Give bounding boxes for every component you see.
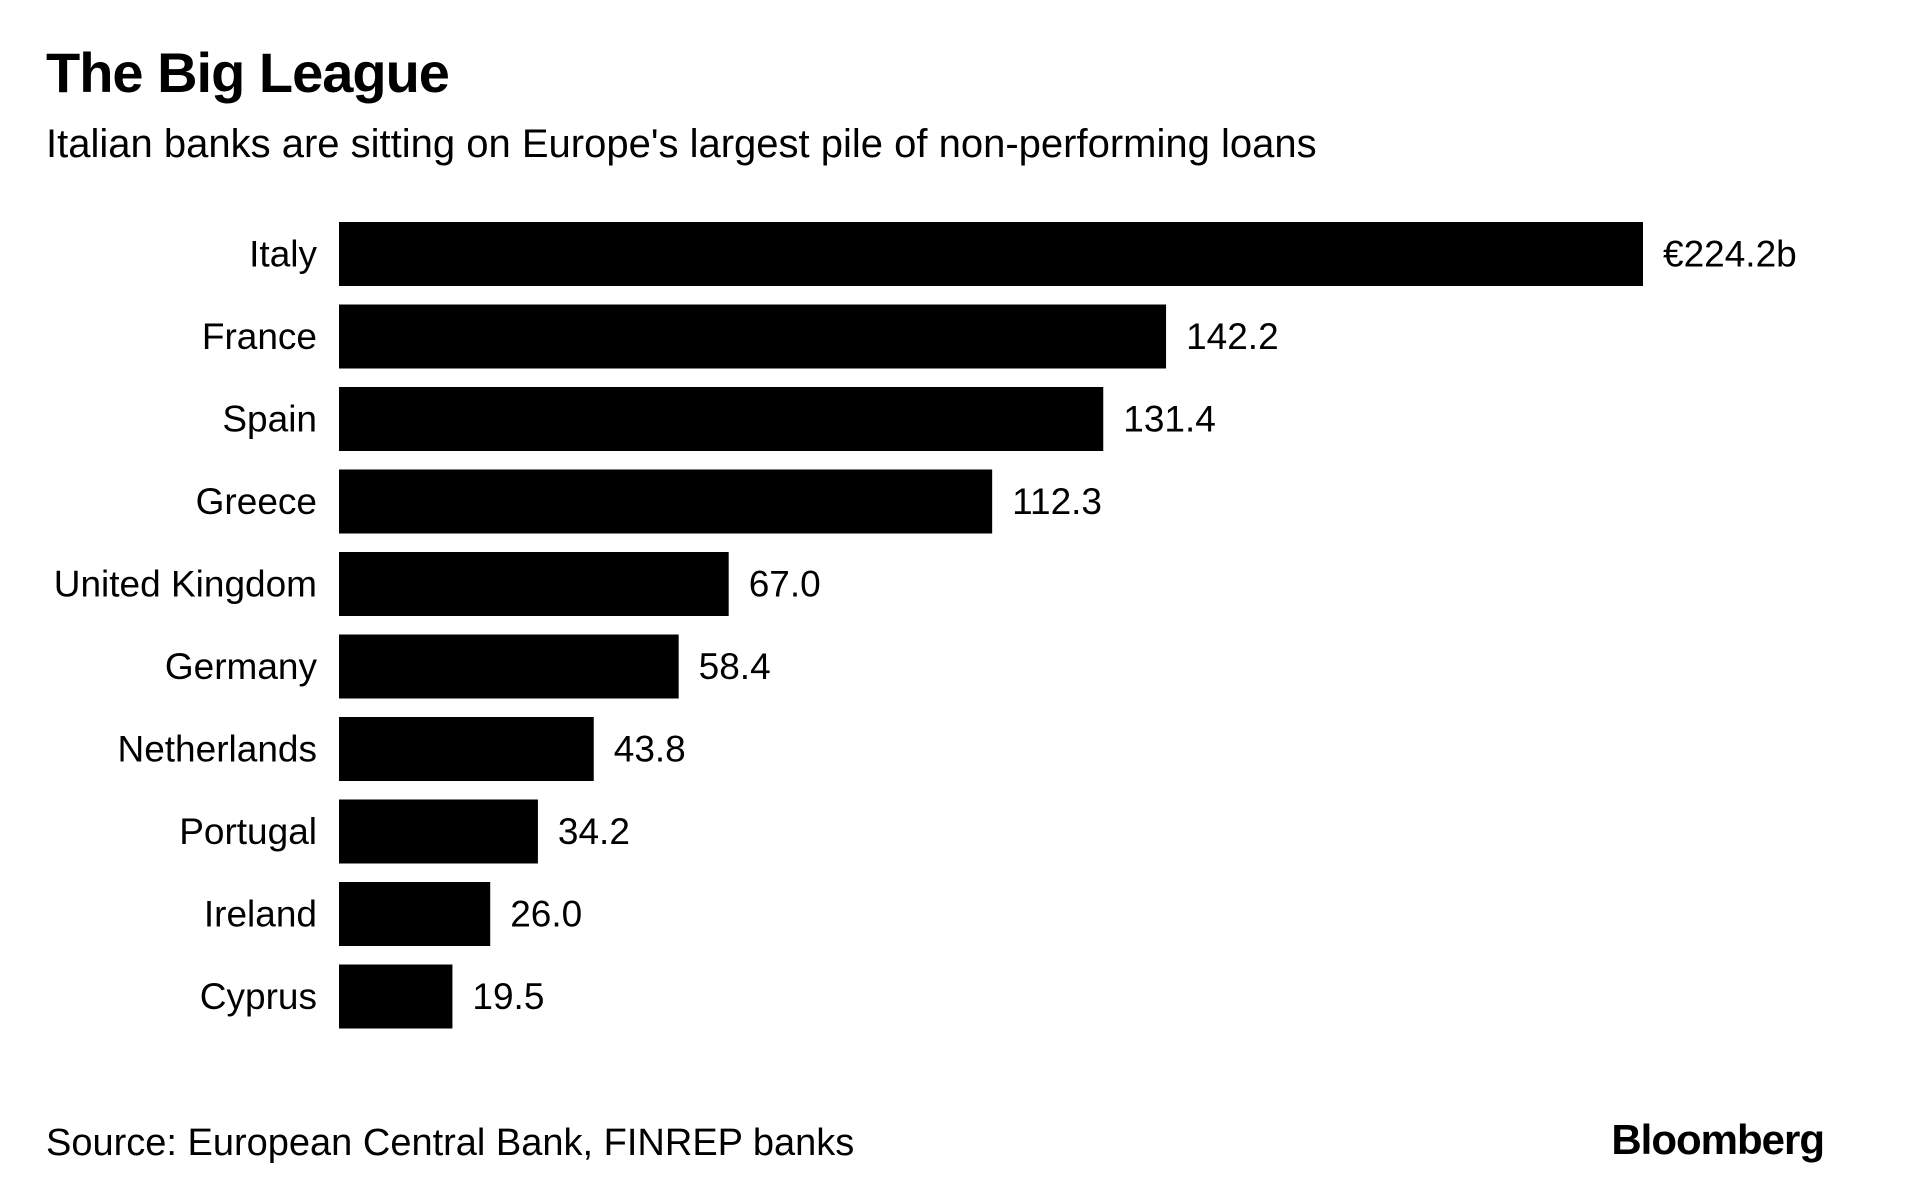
value-label-netherlands: 43.8 — [614, 729, 686, 770]
category-label-italy: Italy — [249, 234, 317, 275]
bar-france — [339, 304, 1167, 369]
bar-spain — [339, 387, 1104, 451]
value-label-france: 142.2 — [1186, 316, 1279, 357]
bar-ireland — [339, 882, 491, 946]
source-note: Source: European Central Bank, FINREP ba… — [46, 1122, 855, 1164]
bloomberg-logo: Bloomberg — [1611, 1116, 1825, 1163]
category-label-cyprus: Cyprus — [200, 976, 317, 1017]
bar-netherlands — [339, 717, 594, 781]
category-label-france: France — [202, 316, 317, 357]
bar-italy — [339, 222, 1643, 286]
value-label-greece: 112.3 — [1012, 481, 1102, 522]
category-label-germany: Germany — [165, 646, 318, 687]
chart-subtitle: Italian banks are sitting on Europe's la… — [46, 122, 1317, 166]
value-label-united-kingdom: 67.0 — [749, 564, 821, 605]
value-label-portugal: 34.2 — [558, 811, 630, 852]
bar-greece — [339, 469, 993, 534]
value-label-germany: 58.4 — [699, 646, 771, 687]
bar-cyprus — [339, 964, 453, 1029]
value-label-spain: 131.4 — [1123, 399, 1216, 440]
category-label-netherlands: Netherlands — [117, 729, 317, 770]
category-label-spain: Spain — [222, 399, 317, 440]
category-label-greece: Greece — [196, 481, 317, 522]
value-label-ireland: 26.0 — [510, 894, 582, 935]
category-label-united-kingdom: United Kingdom — [54, 564, 317, 605]
category-label-ireland: Ireland — [204, 894, 317, 935]
category-label-portugal: Portugal — [179, 811, 317, 852]
bar-germany — [339, 634, 679, 699]
value-label-italy: €224.2b — [1663, 234, 1797, 275]
bar-united-kingdom — [339, 552, 729, 616]
value-label-cyprus: 19.5 — [472, 976, 544, 1017]
bar-portugal — [339, 799, 538, 864]
chart-title: The Big League — [46, 41, 450, 104]
